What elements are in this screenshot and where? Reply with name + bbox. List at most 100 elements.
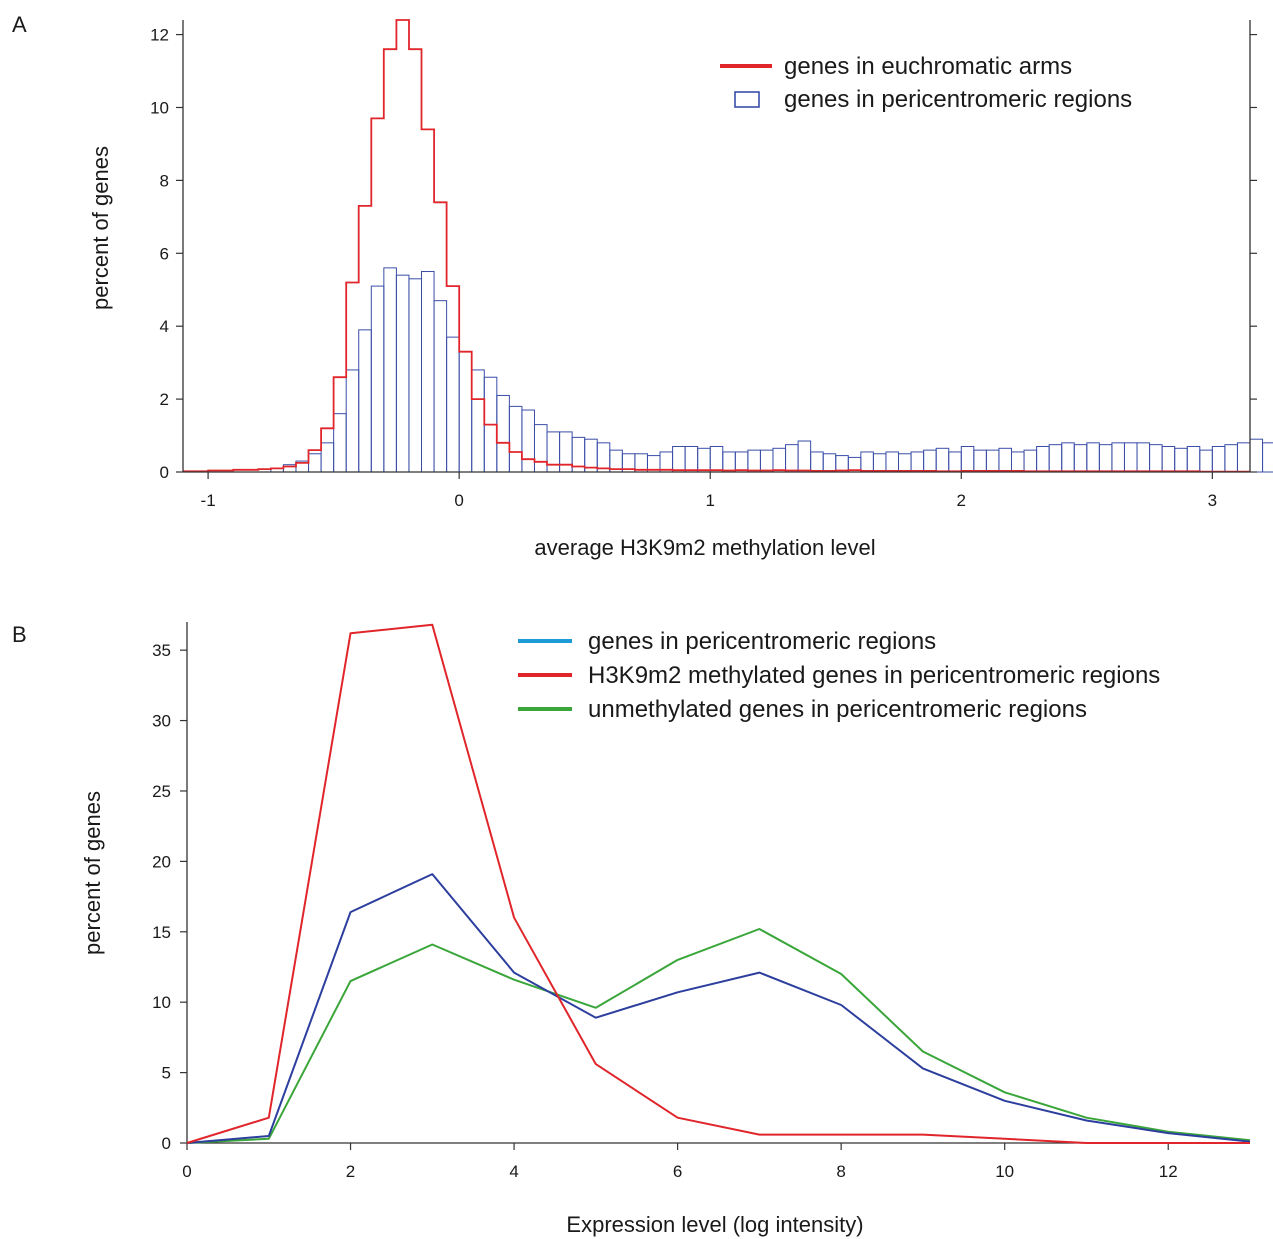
legend-label-b-1: H3K9m2 methylated genes in pericentromer…: [588, 662, 1160, 689]
histogram-bar: [1249, 438, 1264, 473]
y-tick-label-b: 15: [152, 923, 171, 942]
y-tick-label-a: 10: [150, 98, 169, 117]
histogram-bar: [559, 431, 573, 473]
histogram-bar: [910, 451, 925, 473]
histogram-bar: [684, 445, 699, 473]
x-tick-label-b: 6: [673, 1162, 682, 1181]
histogram-bar: [1186, 445, 1201, 473]
histogram-bar: [395, 274, 410, 473]
legend-swatch-pericentromeric: [734, 91, 760, 108]
histogram-bar: [370, 285, 385, 473]
histogram-bar: [998, 447, 1012, 473]
histogram-bar: [672, 445, 686, 473]
histogram-bar: [458, 351, 473, 473]
legend-label-b-2: unmethylated genes in pericentromeric re…: [588, 696, 1087, 723]
panel-label-a: A: [12, 12, 27, 37]
panel-label-b: B: [12, 622, 27, 647]
series-line-0: [186, 873, 1251, 1144]
y-tick-label-a: 4: [160, 317, 169, 336]
histogram-bar: [835, 455, 849, 473]
histogram-bar: [1048, 444, 1063, 473]
histogram-bar: [1136, 442, 1151, 473]
histogram-bar: [1224, 444, 1238, 473]
x-tick-label-b: 4: [509, 1162, 518, 1181]
histogram-bar: [421, 271, 435, 473]
histogram-bar: [709, 445, 724, 473]
x-tick-label-b: 12: [1159, 1162, 1178, 1181]
histogram-bar: [810, 451, 824, 473]
y-tick-label-a: 6: [160, 244, 169, 263]
histogram-bar: [872, 453, 887, 473]
histogram-bar: [822, 453, 837, 473]
histogram-bar: [308, 453, 322, 473]
histogram-bar: [345, 369, 360, 473]
histogram-bar: [446, 336, 460, 473]
histogram-bar: [508, 405, 523, 473]
histogram-bar: [1262, 442, 1273, 473]
legend-label-b-0: genes in pericentromeric regions: [588, 628, 936, 655]
y-tick-label-a: 12: [150, 26, 169, 45]
histogram-bar: [1036, 445, 1050, 473]
x-tick-label-b: 8: [836, 1162, 845, 1181]
histogram-bar: [985, 449, 1000, 473]
histogram-bar: [860, 451, 874, 473]
histogram-bar: [358, 329, 372, 473]
x-tick-label-a: 0: [454, 491, 463, 510]
y-ticks-a: 0 2 4 6 8 10 12: [150, 26, 1257, 482]
pericentromeric-histogram-bars: [270, 267, 1273, 473]
y-axis-label-a: percent of genes: [88, 146, 113, 310]
x-ticks-a: -1 0 1 2 3: [201, 472, 1217, 510]
x-tick-label-a: 2: [957, 491, 966, 510]
histogram-bar: [1199, 449, 1213, 473]
histogram-bar: [1073, 444, 1088, 473]
histogram-bar: [471, 369, 485, 473]
histogram-bar: [1123, 442, 1138, 473]
y-tick-label-b: 30: [152, 712, 171, 731]
legend-a: genes in euchromatic arms genes in peric…: [720, 53, 1132, 113]
x-tick-label-a: 3: [1208, 491, 1217, 510]
histogram-bar: [521, 409, 535, 473]
series-line-1: [186, 623, 1250, 1144]
y-tick-label-b: 5: [162, 1064, 171, 1083]
x-axis-label-a: average H3K9m2 methylation level: [534, 535, 875, 560]
x-tick-label-a: -1: [201, 491, 216, 510]
y-tick-label-b: 20: [152, 852, 171, 871]
x-tick-label-b: 2: [346, 1162, 355, 1181]
x-tick-label-b: 10: [995, 1162, 1014, 1181]
histogram-bar: [1236, 442, 1251, 473]
histogram-bar: [408, 278, 423, 473]
histogram-bar: [785, 444, 799, 473]
histogram-bar: [1061, 442, 1075, 473]
y-tick-label-a: 8: [160, 171, 169, 190]
histogram-bar: [546, 431, 561, 473]
x-tick-label-b: 0: [182, 1162, 191, 1181]
histogram-bar: [923, 449, 937, 473]
chart-panel-b: B 0 2 4 6 8 10 12 0 5 10 15 20 25 30 35 Expression le…: [12, 622, 1251, 1237]
legend-label-euchromatic: genes in euchromatic arms: [784, 53, 1072, 80]
histogram-bar: [320, 442, 335, 473]
histogram-bar: [433, 300, 448, 473]
legend-label-pericentromeric: genes in pericentromeric regions: [784, 86, 1132, 113]
euchromatic-step-line: [183, 19, 1250, 473]
y-tick-label-a: 2: [160, 390, 169, 409]
histogram-bar: [697, 447, 711, 473]
series-line-2: [186, 928, 1251, 1144]
histogram-bar: [1023, 449, 1038, 473]
histogram-bar: [935, 447, 950, 473]
histogram-bar: [898, 453, 912, 473]
histogram-bar: [885, 451, 900, 473]
histogram-bar: [533, 424, 548, 473]
y-axis-label-b: percent of genes: [80, 791, 105, 955]
legend-b: genes in pericentromeric regions H3K9m2 m…: [518, 628, 1160, 723]
histogram-bar: [722, 451, 736, 473]
histogram-bar: [1010, 451, 1025, 473]
histogram-bar: [1086, 442, 1100, 473]
histogram-bar: [973, 449, 987, 473]
histogram-bar: [333, 413, 347, 473]
histogram-bar: [1211, 445, 1226, 473]
y-ticks-b: 0 5 10 15 20 25 30 35: [152, 641, 187, 1153]
y-tick-label-a: 0: [160, 463, 169, 482]
histogram-bar: [734, 451, 749, 473]
histogram-bar: [772, 447, 787, 473]
histogram-bar: [383, 267, 397, 473]
